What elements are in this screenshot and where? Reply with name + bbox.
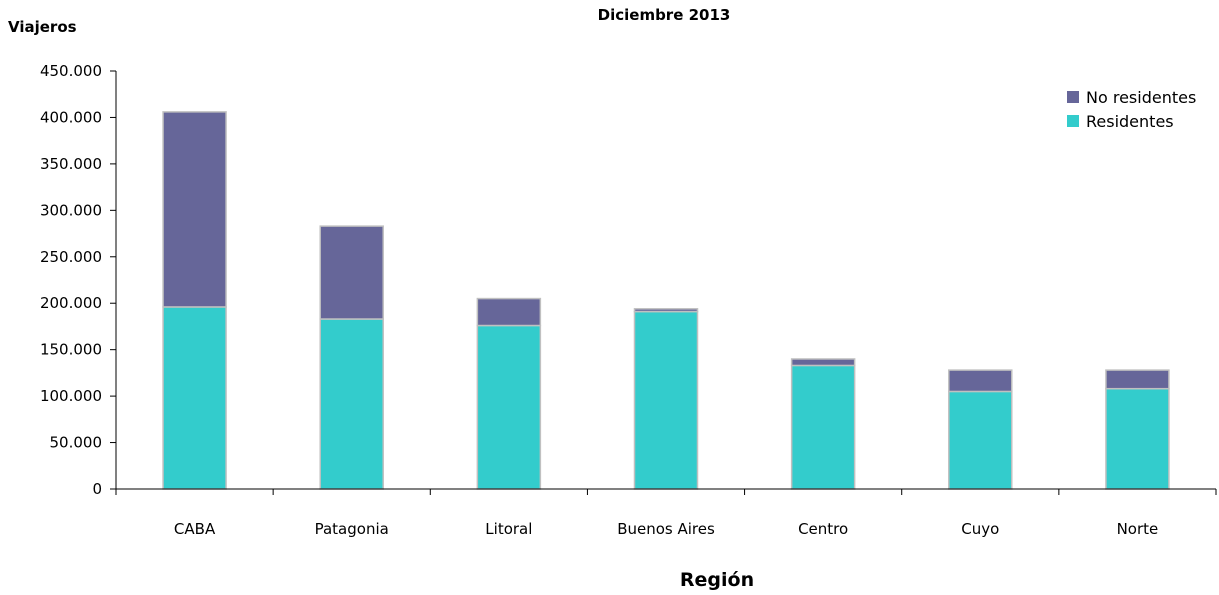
- y-tick-label: 100.000: [40, 387, 102, 405]
- bar-residentes-cuyo: [948, 390, 1013, 490]
- legend: No residentes Residentes: [1067, 88, 1196, 131]
- bar-no-residentes-buenos-aires: [633, 308, 699, 313]
- bar-residentes-centro: [790, 364, 856, 490]
- bar-no-residentes-caba: [162, 111, 227, 308]
- x-category-label: Litoral: [485, 520, 532, 538]
- y-tick-label: 300.000: [40, 201, 102, 219]
- bar-residentes-buenos-aires: [633, 310, 699, 490]
- y-axis-label: Viajeros: [8, 18, 77, 36]
- y-tick-label: 450.000: [40, 62, 102, 80]
- y-tick-label: 50.000: [50, 434, 103, 452]
- x-category-label: Centro: [798, 520, 848, 538]
- legend-label-residentes: Residentes: [1086, 112, 1174, 131]
- y-tick-label: 200.000: [40, 294, 102, 312]
- y-tick-label: 0: [92, 480, 102, 498]
- legend-label-no-residentes: No residentes: [1086, 88, 1196, 107]
- bar-no-residentes-centro: [790, 358, 856, 367]
- bar-residentes-litoral: [476, 324, 542, 490]
- y-ticks-group: 0 50.000 100.000 150.000 200.000 250.000 300.0…: [40, 62, 116, 498]
- y-tick-label: 250.000: [40, 248, 102, 266]
- x-category-label: Cuyo: [961, 520, 999, 538]
- x-axis-label: Región: [680, 569, 754, 591]
- y-tick-label: 350.000: [40, 155, 102, 173]
- x-category-label: CABA: [174, 520, 216, 538]
- bars-group: [162, 111, 1170, 490]
- bar-no-residentes-litoral: [476, 297, 542, 327]
- chart-title: Diciembre 2013: [598, 6, 731, 24]
- legend-swatch-no-residentes: [1067, 91, 1079, 103]
- bar-residentes-patagonia: [319, 318, 384, 490]
- bar-residentes-caba: [162, 306, 227, 490]
- axes-group: [115, 71, 1217, 495]
- bar-no-residentes-norte: [1105, 369, 1170, 390]
- x-category-label: Patagonia: [315, 520, 389, 538]
- bar-no-residentes-patagonia: [319, 225, 384, 320]
- y-tick-label: 400.000: [40, 108, 102, 126]
- bar-no-residentes-cuyo: [948, 369, 1013, 393]
- x-category-label: Buenos Aires: [617, 520, 715, 538]
- x-categories-group: CABA Patagonia Litoral Buenos Aires Centro Cu…: [174, 520, 1158, 538]
- legend-swatch-residentes: [1067, 115, 1079, 127]
- bar-residentes-norte: [1105, 387, 1170, 490]
- y-tick-label: 150.000: [40, 341, 102, 359]
- x-category-label: Norte: [1117, 520, 1159, 538]
